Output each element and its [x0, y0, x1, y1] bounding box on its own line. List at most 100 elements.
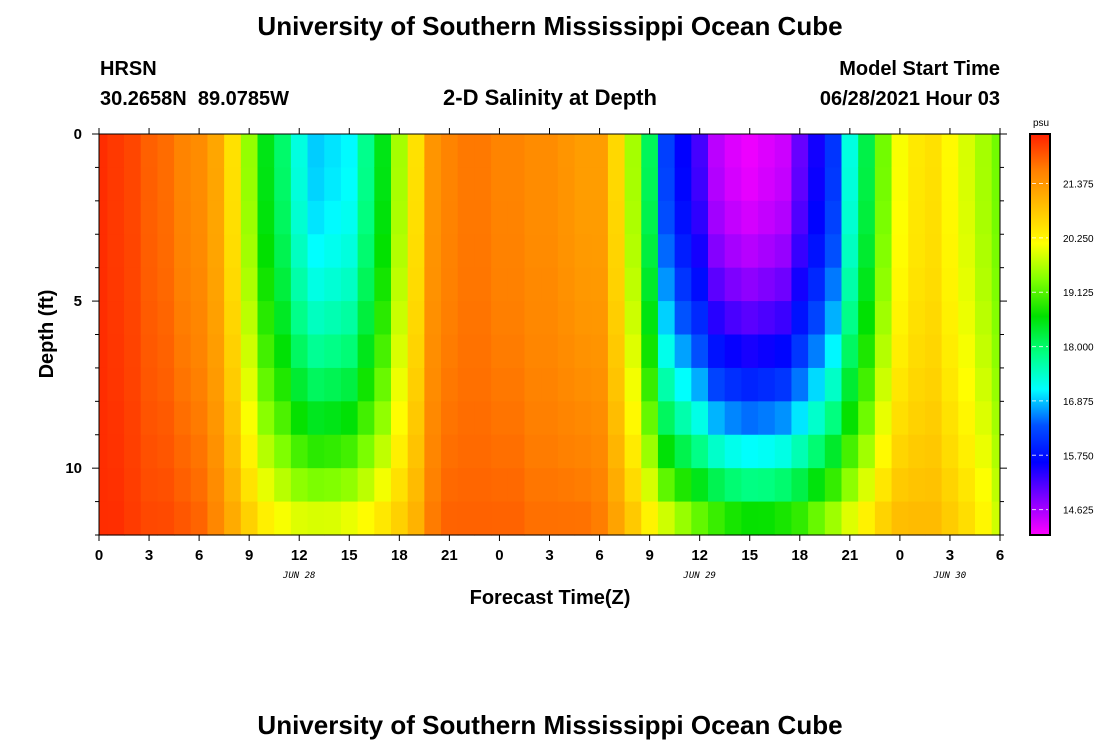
x-tick-label: 9 — [245, 547, 253, 564]
heatmap-cell — [390, 501, 409, 536]
heatmap-cell — [774, 134, 793, 169]
heatmap-cell — [858, 267, 876, 302]
heatmap-cell — [924, 468, 943, 503]
heatmap-cell — [190, 334, 209, 369]
heatmap-cell — [457, 267, 476, 302]
heatmap-cell — [257, 501, 275, 536]
colorbar-label: 18.000 — [1063, 343, 1094, 354]
heatmap-cell — [491, 334, 509, 369]
heatmap-cell — [708, 200, 726, 235]
heatmap-cell — [174, 134, 192, 169]
heatmap-cell — [290, 267, 309, 302]
heatmap-cell — [99, 200, 108, 235]
heatmap-cell — [474, 167, 492, 202]
heatmap-cell — [741, 367, 759, 402]
heatmap-cell — [491, 501, 509, 536]
heatmap-cell — [240, 134, 259, 169]
heatmap-cell — [874, 267, 893, 302]
heatmap-cell — [908, 501, 926, 536]
x-tick-label: 18 — [391, 547, 408, 564]
heatmap-cell — [924, 367, 943, 402]
heatmap-cell — [908, 334, 926, 369]
heatmap-cell — [691, 434, 709, 469]
heatmap-cell — [374, 434, 392, 469]
x-tick-label: 0 — [896, 547, 904, 564]
heatmap-cell — [190, 134, 209, 169]
heatmap-cell — [924, 267, 943, 302]
heatmap-cell — [424, 134, 442, 169]
heatmap-cell — [374, 234, 392, 269]
heatmap-cell — [324, 167, 342, 202]
heatmap-cell — [107, 401, 125, 436]
heatmap-cell — [390, 167, 409, 202]
heatmap-cell — [274, 267, 292, 302]
heatmap-cell — [624, 367, 642, 402]
heatmap-cell — [174, 367, 192, 402]
heatmap-cell — [157, 167, 175, 202]
heatmap-cell — [858, 367, 876, 402]
heatmap-cell — [691, 301, 709, 336]
heatmap-cell — [858, 434, 876, 469]
heatmap-cell — [374, 401, 392, 436]
heatmap-cell — [791, 367, 809, 402]
heatmap-cell — [991, 468, 1000, 503]
heatmap-cell — [441, 501, 459, 536]
heatmap-cell — [424, 334, 442, 369]
heatmap-cell — [958, 200, 976, 235]
heatmap-cell — [340, 200, 359, 235]
heatmap-cell — [758, 234, 776, 269]
heatmap-cell — [541, 334, 559, 369]
heatmap-cell — [257, 200, 275, 235]
heatmap-cell — [708, 334, 726, 369]
heatmap-cell — [741, 267, 759, 302]
heatmap-cell — [958, 401, 976, 436]
heatmap-cell — [524, 134, 542, 169]
heatmap-cell — [474, 401, 492, 436]
heatmap-cell — [891, 434, 909, 469]
heatmap-cell — [808, 501, 826, 536]
x-tick-label: 3 — [145, 547, 153, 564]
heatmap-cell — [357, 434, 375, 469]
heatmap-cell — [808, 468, 826, 503]
heatmap-cell — [290, 234, 309, 269]
heatmap-cell — [758, 468, 776, 503]
heatmap-cell — [641, 301, 659, 336]
heatmap-cell — [357, 468, 375, 503]
heatmap-cell — [657, 334, 676, 369]
heatmap-cell — [474, 267, 492, 302]
heatmap-cell — [240, 167, 259, 202]
heatmap-cell — [674, 234, 692, 269]
heatmap-cell — [140, 401, 158, 436]
heatmap-cell — [340, 367, 359, 402]
heatmap-cell — [474, 134, 492, 169]
heatmap-cell — [107, 301, 125, 336]
heatmap-cell — [524, 367, 542, 402]
heatmap-cell — [140, 334, 158, 369]
y-axis: 0 5 10 — [65, 126, 1007, 536]
heatmap-cell — [641, 501, 659, 536]
heatmap-cell — [591, 367, 609, 402]
heatmap-cell — [858, 401, 876, 436]
heatmap-cell — [908, 200, 926, 235]
heatmap-cell — [624, 234, 642, 269]
heatmap-cell — [374, 468, 392, 503]
heatmap-cell — [908, 234, 926, 269]
heatmap-cell — [140, 167, 158, 202]
heatmap-cell — [708, 401, 726, 436]
heatmap-cell — [941, 334, 959, 369]
heatmap-cell — [991, 434, 1000, 469]
heatmap-cell — [374, 501, 392, 536]
heatmap-cell — [157, 501, 175, 536]
x-tick-label: 12 — [691, 547, 708, 564]
heatmap-cell — [424, 401, 442, 436]
heatmap-cell — [541, 367, 559, 402]
heatmap-cell — [974, 301, 993, 336]
x-tick-label: 21 — [441, 547, 458, 564]
heatmap-cell — [808, 401, 826, 436]
heatmap-cell — [340, 468, 359, 503]
heatmap-cell — [741, 301, 759, 336]
heatmap-cell — [774, 267, 793, 302]
heatmap-cell — [958, 367, 976, 402]
heatmap-cell — [607, 334, 626, 369]
heatmap-cell — [724, 200, 742, 235]
